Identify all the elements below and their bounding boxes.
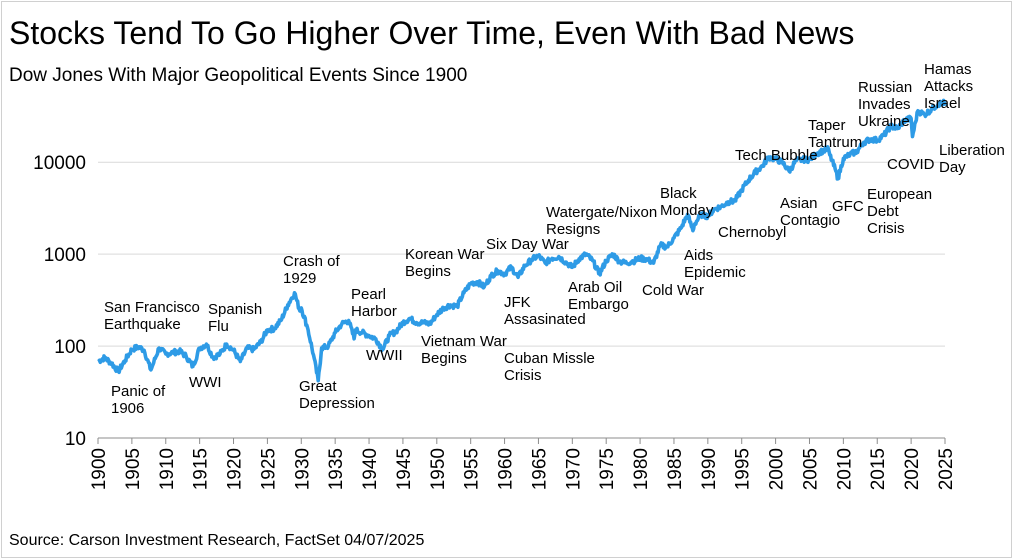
x-tick-label: 2005 [800, 448, 821, 490]
series-line [97, 98, 947, 383]
event-annotation: Liberation Day [939, 142, 1005, 176]
event-annotation: Vietnam War Begins [421, 333, 507, 367]
event-annotation: Korean War Begins [405, 246, 484, 280]
x-tick-label: 2000 [767, 448, 788, 490]
event-annotation: WWI [189, 374, 221, 391]
x-tick-label: 2025 [936, 448, 957, 490]
x-tick-label: 1950 [428, 448, 449, 490]
event-annotation: Taper Tantrum [808, 117, 862, 151]
event-annotation: JFK Assasinated [504, 294, 586, 328]
x-tick-label: 1935 [326, 448, 347, 490]
x-tick-label: 1905 [123, 448, 144, 490]
event-annotation: Aids Epidemic [684, 247, 746, 281]
x-tick-label: 1985 [665, 448, 686, 490]
chart-subtitle: Dow Jones With Major Geopolitical Events… [9, 65, 468, 86]
event-annotation: WWII [366, 347, 403, 364]
x-tick-label: 1960 [496, 448, 517, 490]
event-annotation: Hamas Attacks Israel [924, 61, 973, 112]
x-tick-label: 2010 [834, 448, 855, 490]
x-tick-label: 1915 [191, 448, 212, 490]
event-annotation: Pearl Harbor [351, 286, 397, 320]
x-tick-label: 2020 [902, 448, 923, 490]
event-annotation: Asian Contagio [780, 195, 840, 229]
event-annotation: Six Day War [486, 236, 569, 253]
event-annotation: Tech Bubble [735, 147, 818, 164]
event-annotation: Black Monday [660, 185, 714, 219]
x-tick-label: 1910 [157, 448, 178, 490]
event-annotation: Spanish Flu [208, 301, 262, 335]
x-tick-label: 1940 [360, 448, 381, 490]
event-annotation: Panic of 1906 [111, 383, 166, 417]
x-tick-label: 1965 [529, 448, 550, 490]
event-annotation: European Debt Crisis [867, 186, 932, 237]
x-tick-label: 1980 [631, 448, 652, 490]
event-annotation: Chernobyl [718, 224, 786, 241]
x-tick-label: 1945 [394, 448, 415, 490]
chart-title: Stocks Tend To Go Higher Over Time, Even… [9, 15, 855, 51]
x-tick-label: 1995 [733, 448, 754, 490]
x-tick-label: 1930 [292, 448, 313, 490]
event-annotation: Cold War [642, 282, 704, 299]
x-tick-label: 1920 [225, 448, 246, 490]
chart-source: Source: Carson Investment Research, Fact… [9, 532, 425, 549]
event-annotation: Crash of 1929 [283, 253, 341, 287]
event-annotation: Russian Invades Ukraine [858, 79, 912, 130]
event-annotation: GFC [832, 198, 864, 215]
event-annotation: COVID [887, 156, 935, 173]
x-tick-label: 1990 [699, 448, 720, 490]
y-tick-label: 10000 [33, 153, 86, 174]
x-tick-label: 2015 [868, 448, 889, 490]
x-tick-label: 1900 [89, 448, 110, 490]
x-tick-label: 1955 [462, 448, 483, 490]
x-tick-label: 1925 [258, 448, 279, 490]
y-tick-label: 1000 [44, 245, 86, 266]
x-tick-label: 1975 [597, 448, 618, 490]
x-tick-label: 1970 [563, 448, 584, 490]
y-tick-label: 10 [65, 429, 86, 450]
event-annotation: Cuban Missle Crisis [504, 350, 595, 384]
event-annotation: Watergate/Nixon Resigns [546, 204, 657, 238]
event-annotation: Arab Oil Embargo [568, 279, 629, 313]
y-tick-label: 100 [54, 337, 86, 358]
event-annotation: San Francisco Earthquake [104, 299, 200, 333]
event-annotation: Great Depression [299, 378, 375, 412]
